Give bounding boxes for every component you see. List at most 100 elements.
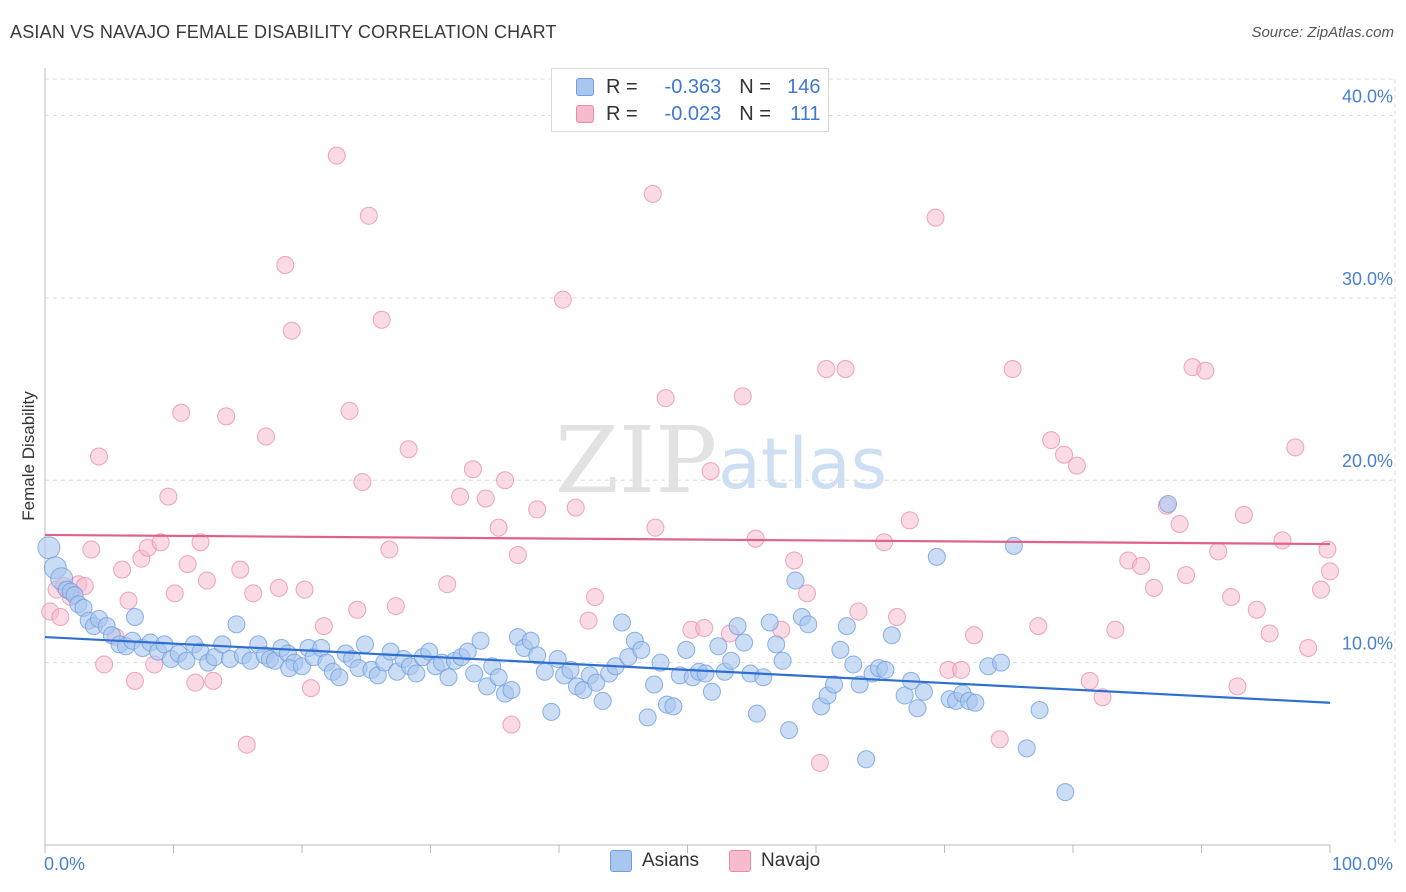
navajo-point — [159, 487, 178, 506]
navajo-point — [257, 427, 276, 446]
navajo-point — [191, 533, 210, 552]
asians-point — [632, 640, 651, 659]
axes-layer — [44, 68, 1331, 853]
legend-r-value: -0.363 — [664, 75, 722, 98]
navajo-point — [1260, 624, 1279, 643]
legend-row-asians: R = -0.363 N = 146 — [576, 74, 821, 100]
asians-point — [882, 626, 901, 645]
navajo-point — [1042, 431, 1061, 450]
navajo-point — [1286, 438, 1305, 457]
navajo-point — [113, 560, 132, 579]
navajo-point — [51, 608, 70, 627]
navajo-point — [348, 600, 367, 619]
asians-point — [709, 637, 728, 656]
asians-point — [747, 704, 766, 723]
asians-point — [645, 675, 664, 694]
asians-point — [542, 702, 561, 721]
asians-point — [213, 635, 232, 654]
navajo-series — [41, 146, 1339, 772]
watermark-atlas: atlas — [718, 423, 887, 505]
navajo-point — [746, 529, 765, 548]
navajo-point — [926, 208, 945, 227]
asians-point — [439, 668, 458, 687]
navajo-point — [282, 321, 301, 340]
asians-point — [587, 673, 606, 692]
x-tick-label: 0.0% — [44, 854, 85, 874]
asians-point — [696, 664, 715, 683]
navajo-point — [172, 403, 191, 422]
navajo-point — [1177, 566, 1196, 585]
legend-r-label: R = — [606, 75, 638, 98]
navajo-point — [566, 498, 585, 517]
navajo-point — [451, 487, 470, 506]
asians-point — [1017, 739, 1036, 758]
legend-label-navajo: Navajo — [761, 850, 821, 871]
navajo-point — [643, 184, 662, 203]
navajo-point — [125, 671, 144, 690]
asians-point — [850, 675, 869, 694]
legend-swatch-asians — [576, 78, 594, 96]
asians-point — [857, 750, 876, 769]
asians-point — [824, 675, 843, 694]
asians-point — [908, 699, 927, 718]
navajo-point — [887, 608, 906, 627]
legend-swatch-navajo — [576, 105, 594, 123]
asians-point — [773, 651, 792, 670]
navajo-point — [301, 679, 320, 698]
asians-point — [535, 662, 554, 681]
navajo-point — [1067, 456, 1086, 475]
navajo-point — [151, 533, 170, 552]
asians-point — [37, 536, 61, 560]
navajo-point — [82, 540, 101, 559]
asians-point — [638, 708, 657, 727]
y-tick-label: 10.0% — [1342, 634, 1393, 654]
asians-point — [914, 682, 933, 701]
chart-title: ASIAN VS NAVAJO FEMALE DISABILITY CORREL… — [10, 22, 557, 42]
navajo-point — [327, 146, 346, 165]
legend-n-label: N = — [739, 75, 771, 98]
navajo-point — [340, 401, 359, 420]
navajo-point — [463, 460, 482, 479]
navajo-point — [990, 730, 1009, 749]
navajo-point — [186, 673, 205, 692]
navajo-point — [1321, 562, 1339, 581]
asians-point — [1159, 494, 1178, 513]
navajo-point — [701, 462, 720, 481]
tick-labels: 10.0% 20.0% 30.0% 40.0% 0.0% 100.0% — [44, 86, 1393, 874]
y-tick-label: 40.0% — [1342, 86, 1393, 106]
asians-point — [799, 615, 818, 634]
legend-r-label: R = — [606, 102, 638, 125]
trend-lines — [44, 533, 1331, 704]
navajo-point — [359, 206, 378, 225]
y-axis-title: Female Disability — [19, 391, 38, 521]
navajo-point — [875, 533, 894, 552]
navajo-point — [1234, 505, 1253, 524]
asians-point — [465, 664, 484, 683]
series-legend: Asians Navajo — [610, 850, 850, 872]
navajo-point — [965, 626, 984, 645]
navajo-point — [89, 447, 108, 466]
navajo-point — [585, 587, 604, 606]
asians-point — [992, 653, 1011, 672]
navajo-point — [1209, 542, 1228, 561]
y-tick-label: 30.0% — [1342, 269, 1393, 289]
asians-point — [702, 682, 721, 701]
navajo-point — [314, 617, 333, 636]
navajo-point — [295, 580, 314, 599]
asians-point — [458, 642, 477, 661]
navajo-point — [817, 359, 836, 378]
legend-row-navajo: R = -0.023 N = 111 — [576, 101, 821, 127]
y-tick-label: 20.0% — [1342, 451, 1393, 471]
asians-point — [837, 617, 856, 636]
navajo-point — [1196, 361, 1215, 380]
navajo-point — [95, 655, 114, 674]
navajo-trend-line — [44, 533, 1331, 546]
legend-swatch-asians — [610, 850, 632, 872]
navajo-point — [1080, 671, 1099, 690]
navajo-point — [553, 290, 572, 309]
legend-item-navajo[interactable]: Navajo — [729, 850, 820, 872]
asians-point — [471, 631, 490, 650]
asians-point — [760, 613, 779, 632]
legend-item-asians[interactable]: Asians — [610, 850, 699, 872]
